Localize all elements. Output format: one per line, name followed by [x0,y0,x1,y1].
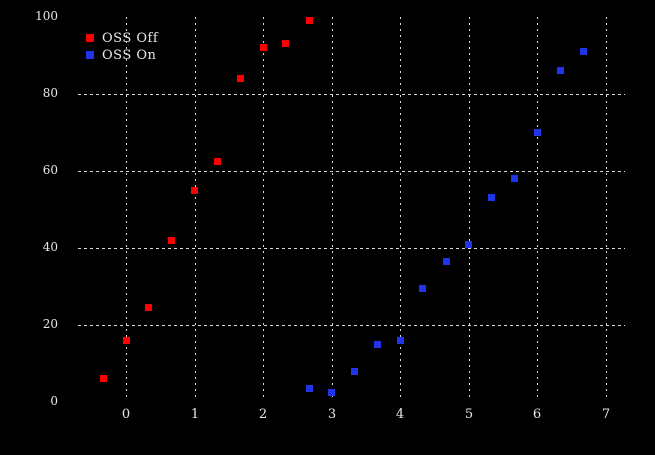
gridline-x-5 [469,17,470,397]
data-point-oss-on [580,48,587,55]
gridline-y-40 [78,248,625,249]
legend-swatch-oss-on [86,51,94,59]
gridline-x-4 [400,17,401,397]
data-point-oss-on [397,337,404,344]
gridline-y-20 [78,325,625,326]
data-point-oss-off [123,337,130,344]
data-point-oss-on [374,341,381,348]
x-tick-label-4: 4 [395,407,405,422]
y-tick-label-60: 60 [42,163,58,177]
gridline-x-6 [537,17,538,397]
x-tick-label-0: 0 [121,407,131,422]
data-point-oss-off [282,40,289,47]
data-point-oss-off [306,17,313,24]
data-point-oss-off [237,75,244,82]
data-point-oss-on [557,67,564,74]
x-tick-label-1: 1 [190,407,200,422]
data-point-oss-on [465,241,472,248]
data-point-oss-on [328,389,335,396]
x-tick-label-3: 3 [327,407,337,422]
x-tick-label-6: 6 [532,407,542,422]
gridline-x-0 [126,17,127,397]
data-point-oss-off [260,44,267,51]
data-point-oss-on [419,285,426,292]
data-point-oss-on [511,175,518,182]
y-tick-label-20: 20 [42,317,58,331]
legend-label-oss-on: OSS On [102,47,157,63]
data-point-oss-off [191,187,198,194]
y-tick-label-40: 40 [42,240,58,254]
data-point-oss-off [100,375,107,382]
legend-swatch-oss-off [86,34,94,42]
data-point-oss-on [534,129,541,136]
data-point-oss-on [488,194,495,201]
legend: OSS Off OSS On [86,31,158,65]
legend-label-oss-off: OSS Off [102,30,159,46]
data-point-oss-on [351,368,358,375]
y-tick-label-0: 0 [50,394,58,408]
legend-item-oss-on: OSS On [86,47,158,63]
data-point-oss-on [443,258,450,265]
data-point-oss-off [145,304,152,311]
data-point-oss-off [214,158,221,165]
gridline-x-1 [195,17,196,397]
y-tick-label-80: 80 [42,86,58,100]
x-tick-label-5: 5 [464,407,474,422]
x-tick-label-7: 7 [601,407,611,422]
gridline-x-2 [263,17,264,397]
gridline-x-7 [606,17,607,397]
gridline-y-60 [78,171,625,172]
data-point-oss-off [168,237,175,244]
data-point-oss-on [306,385,313,392]
x-tick-label-2: 2 [258,407,268,422]
gridline-x-3 [332,17,333,397]
y-tick-label-100: 100 [35,9,58,23]
gridline-y-80 [78,94,625,95]
legend-item-oss-off: OSS Off [86,30,159,46]
